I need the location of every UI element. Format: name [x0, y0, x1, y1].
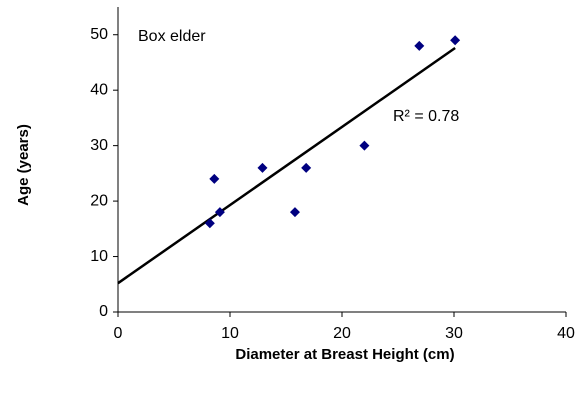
data-point [450, 35, 461, 46]
data-point [301, 162, 312, 173]
annotation: R² = 0.78 [393, 108, 459, 125]
trendline [117, 47, 456, 285]
data-point [214, 207, 225, 218]
y-tick-label: 20 [90, 192, 108, 209]
x-axis-title: Diameter at Breast Height (cm) [235, 346, 454, 363]
y-tick-label: 0 [99, 303, 108, 320]
data-point [257, 162, 268, 173]
y-axis-title: Age (years) [15, 124, 32, 206]
data-point [414, 40, 425, 51]
y-tick-label: 40 [90, 81, 108, 98]
x-tick-label: 10 [221, 325, 239, 342]
data-point [289, 207, 300, 218]
data-point [204, 218, 215, 229]
x-tick-label: 0 [114, 325, 123, 342]
annotation: Box elder [138, 28, 206, 45]
x-tick-label: 20 [333, 325, 351, 342]
x-tick-label: 30 [445, 325, 463, 342]
y-tick-label: 50 [90, 26, 108, 43]
data-point [359, 140, 370, 151]
data-point [209, 173, 220, 184]
y-tick-label: 30 [90, 137, 108, 154]
y-tick-label: 10 [90, 248, 108, 265]
x-tick-label: 40 [557, 325, 575, 342]
